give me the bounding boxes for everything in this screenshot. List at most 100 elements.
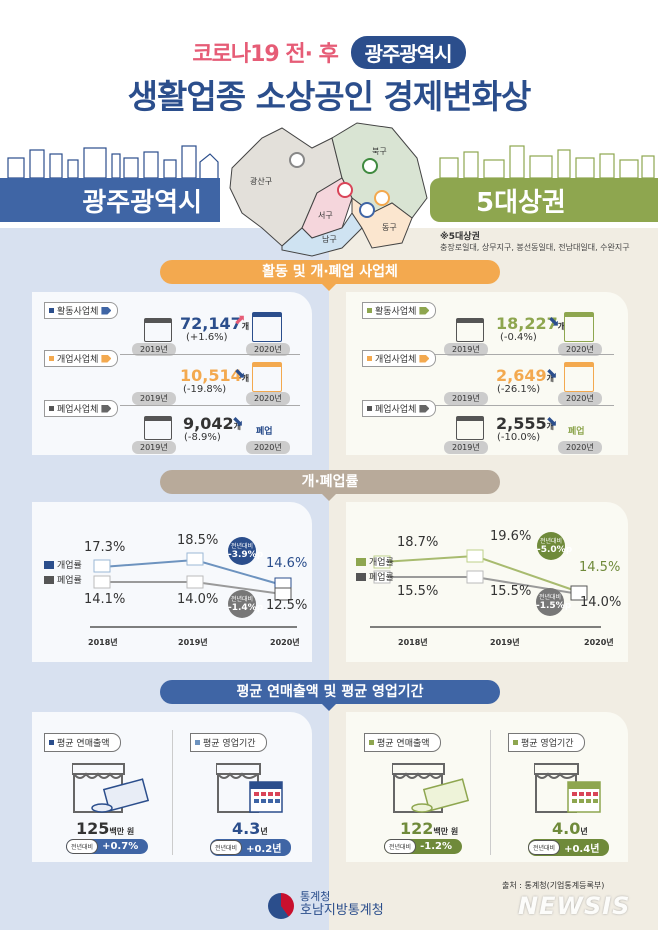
closed-change: (-10.0%) bbox=[497, 432, 541, 443]
marker-chungjang-icon bbox=[374, 190, 390, 206]
section-averages-title: 평균 연매출액 및 평균 영업기간 bbox=[160, 680, 500, 711]
year-to: 2020년 bbox=[558, 392, 602, 405]
newsis-watermark: NEWSIS bbox=[518, 892, 631, 920]
sales-value: 122백만 원 bbox=[400, 819, 459, 838]
close-2018-value: 14.1% bbox=[84, 592, 126, 607]
store-opened-2020-icon bbox=[564, 362, 594, 392]
closed-value: 9,042개 bbox=[183, 414, 241, 433]
active-value: 72,147개 bbox=[180, 314, 250, 333]
row-label-active: 활동사업체 bbox=[362, 302, 437, 319]
divider bbox=[172, 730, 173, 855]
row-label-active: 활동사업체 bbox=[44, 302, 119, 319]
divider bbox=[490, 730, 491, 855]
open-2018-value: 18.7% bbox=[397, 535, 439, 550]
svg-text:남구: 남구 bbox=[322, 235, 337, 244]
year-from: 2019년 bbox=[132, 392, 176, 405]
opened-change: (-26.1%) bbox=[497, 384, 541, 395]
legend-close: 폐업률 bbox=[356, 570, 394, 583]
divider bbox=[120, 405, 300, 406]
district-nam bbox=[281, 212, 363, 257]
city-skyline-icon bbox=[7, 145, 219, 179]
legend-open: 개업률 bbox=[356, 555, 394, 568]
svg-text:북구: 북구 bbox=[372, 147, 387, 156]
sales-label: 평균 연매출액 bbox=[44, 733, 121, 752]
active-change: (+1.6%) bbox=[186, 332, 228, 343]
svg-text:서구: 서구 bbox=[318, 211, 333, 220]
commercial-areas-note: ※5대상권 충장로일대, 상무지구, 봉선동일대, 전남대일대, 수완지구 bbox=[440, 229, 630, 253]
svg-text:광산구: 광산구 bbox=[250, 176, 272, 186]
open-2019-value: 18.5% bbox=[177, 533, 219, 548]
open-2020-value: 14.6% bbox=[266, 556, 308, 571]
svg-text:동구: 동구 bbox=[382, 223, 397, 232]
year-from: 2019년 bbox=[132, 343, 176, 356]
year-from: 2019년 bbox=[444, 441, 488, 454]
period-label: 평균 영업기간 bbox=[508, 733, 585, 752]
active-change: (-0.4%) bbox=[500, 332, 537, 343]
trend-down-icon: ⬊ bbox=[232, 414, 244, 430]
year-from: 2019년 bbox=[132, 441, 176, 454]
trend-down-icon: ⬊ bbox=[546, 366, 558, 382]
section-rates-title: 개·폐업률 bbox=[160, 470, 500, 501]
row-label-opened: 개업사업체 bbox=[44, 350, 119, 367]
store-2020-icon bbox=[564, 312, 594, 342]
sales-yoy-badge: 전년대비 +0.7% bbox=[66, 839, 149, 854]
trend-down-icon: ⬊ bbox=[234, 366, 246, 382]
close-2018-value: 15.5% bbox=[397, 584, 439, 599]
open-2018-value: 17.3% bbox=[84, 540, 126, 555]
divider bbox=[430, 354, 614, 355]
store-calendar-icon bbox=[216, 763, 283, 813]
org-name: 통계청 bbox=[300, 890, 331, 903]
open-2020-value: 14.5% bbox=[579, 560, 621, 575]
market-skyline-icon bbox=[439, 145, 655, 179]
x-tick: 2019년 bbox=[178, 638, 208, 647]
store-2019-icon bbox=[456, 318, 484, 342]
period-yoy-badge: 전년대비 +0.4년 bbox=[528, 839, 610, 856]
opened-value: 2,649개 bbox=[496, 366, 554, 385]
sales-yoy-badge: 전년대비 -1.2% bbox=[384, 839, 462, 854]
open-2019-value: 19.6% bbox=[490, 529, 532, 544]
region-pill: 광주광역시 bbox=[350, 36, 466, 69]
store-calendar-icon bbox=[534, 763, 601, 813]
year-to: 2020년 bbox=[246, 441, 290, 454]
marker-sangmu-icon bbox=[337, 182, 353, 198]
store-2020-icon bbox=[252, 312, 282, 342]
trend-down-icon: ⬊ bbox=[546, 414, 558, 430]
row-label-closed: 폐업사업체 bbox=[44, 400, 119, 417]
store-money-icon bbox=[392, 763, 470, 813]
store-closed-2019-icon bbox=[456, 416, 484, 440]
x-tick: 2020년 bbox=[584, 638, 614, 647]
store-opened-2020-icon bbox=[252, 362, 282, 392]
sales-value: 125백만 원 bbox=[76, 819, 135, 838]
band-5-commercial-areas: 5대상권 bbox=[430, 178, 658, 222]
closed-label: 폐업 bbox=[568, 427, 585, 437]
year-to: 2020년 bbox=[558, 441, 602, 454]
active-value: 18,227개 bbox=[496, 314, 566, 333]
row-label-opened: 개업사업체 bbox=[362, 350, 437, 367]
x-tick: 2018년 bbox=[88, 638, 118, 647]
legend-close: 폐업률 bbox=[44, 573, 82, 586]
trend-down-icon: ⬊ bbox=[548, 314, 560, 330]
statistics-korea-logo-icon bbox=[268, 893, 294, 919]
close-2019-value: 15.5% bbox=[490, 584, 532, 599]
period-label: 평균 영업기간 bbox=[190, 733, 267, 752]
closed-change: (-8.9%) bbox=[184, 432, 221, 443]
business-card-right bbox=[346, 292, 628, 455]
close-2019-value: 14.0% bbox=[177, 592, 219, 607]
rates-chart-left bbox=[90, 552, 297, 628]
close-2020-value: 12.5% bbox=[266, 598, 308, 613]
marker-bongseon-icon bbox=[359, 202, 375, 218]
year-to: 2020년 bbox=[558, 343, 602, 356]
period-value: 4.0년 bbox=[552, 819, 588, 838]
year-to: 2020년 bbox=[246, 392, 290, 405]
divider bbox=[430, 405, 614, 406]
footer-org: 통계청 호남지방통계청 bbox=[300, 890, 384, 918]
rates-card-right bbox=[346, 502, 628, 662]
divider bbox=[120, 354, 300, 355]
close-yoy-bubble: 전년대비 -1.4%p bbox=[228, 590, 263, 618]
store-2019-icon bbox=[144, 318, 172, 342]
store-money-icon bbox=[72, 763, 150, 813]
opened-change: (-19.8%) bbox=[183, 384, 227, 395]
period-value: 4.3년 bbox=[232, 819, 268, 838]
page-title: 생활업종 소상공인 경제변화상 bbox=[127, 77, 532, 116]
